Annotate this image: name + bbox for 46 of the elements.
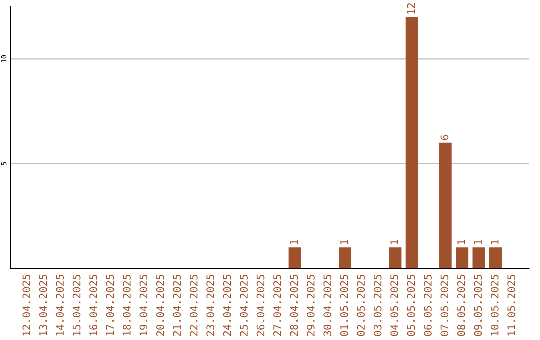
x-tick-label: 15.04.2025 [72, 274, 81, 336]
x-tick-label: 29.04.2025 [306, 274, 315, 336]
x-tick-label: 24.04.2025 [223, 274, 232, 336]
x-tick-label: 12.04.2025 [22, 274, 31, 336]
data-label: 6 [440, 135, 449, 140]
x-tick-label: 20.04.2025 [156, 274, 164, 336]
data-label: 1 [458, 240, 466, 244]
x-tick-label: 13.04.2025 [39, 274, 48, 336]
x-tick-label: 14.04.2025 [56, 274, 64, 336]
bar [489, 248, 502, 269]
data-label: 1 [290, 240, 298, 244]
bar [389, 248, 402, 269]
x-tick-label: 05.05.2025 [407, 274, 416, 336]
bar [439, 142, 452, 269]
x-tick-label: 03.05.2025 [374, 274, 382, 336]
x-tick-label: 07.05.2025 [440, 274, 449, 336]
x-tick-label: 25.04.2025 [240, 274, 248, 336]
bar [472, 248, 486, 269]
x-tick-label: 23.04.2025 [206, 274, 215, 336]
data-label: 1 [390, 240, 398, 244]
x-tick-label: 01.05.2025 [340, 274, 348, 336]
bar [456, 248, 469, 269]
bar [406, 17, 418, 269]
x-tick-label: 19.04.2025 [140, 274, 148, 336]
x-tick-label: 11.05.2025 [508, 274, 516, 336]
x-tick-label: 09.05.2025 [474, 274, 482, 336]
x-tick-label: 06.05.2025 [424, 274, 432, 336]
bar [338, 248, 352, 269]
x-tick-label: 16.04.2025 [90, 274, 98, 336]
data-label: 1 [491, 240, 499, 244]
x-tick-label: 10.05.2025 [490, 274, 499, 336]
x-tick-label: 08.05.2025 [457, 274, 466, 336]
data-label: 12 [407, 4, 416, 14]
x-tick-label: 18.04.2025 [123, 274, 131, 336]
x-tick-label: 04.05.2025 [390, 274, 398, 336]
x-tick-label: 02.05.2025 [357, 274, 366, 336]
x-tick-label: 26.04.2025 [256, 274, 265, 336]
x-tick-label: 30.04.2025 [324, 274, 332, 336]
x-tick-label: 27.04.2025 [274, 274, 282, 336]
x-tick-label: 17.04.2025 [106, 274, 114, 336]
data-label: 1 [474, 240, 482, 244]
x-tick-label: 28.04.2025 [290, 274, 298, 336]
bar [288, 248, 302, 269]
x-tick-label: 22.04.2025 [190, 274, 198, 336]
data-label: 1 [340, 240, 348, 244]
x-tick-label: 21.04.2025 [173, 274, 182, 336]
